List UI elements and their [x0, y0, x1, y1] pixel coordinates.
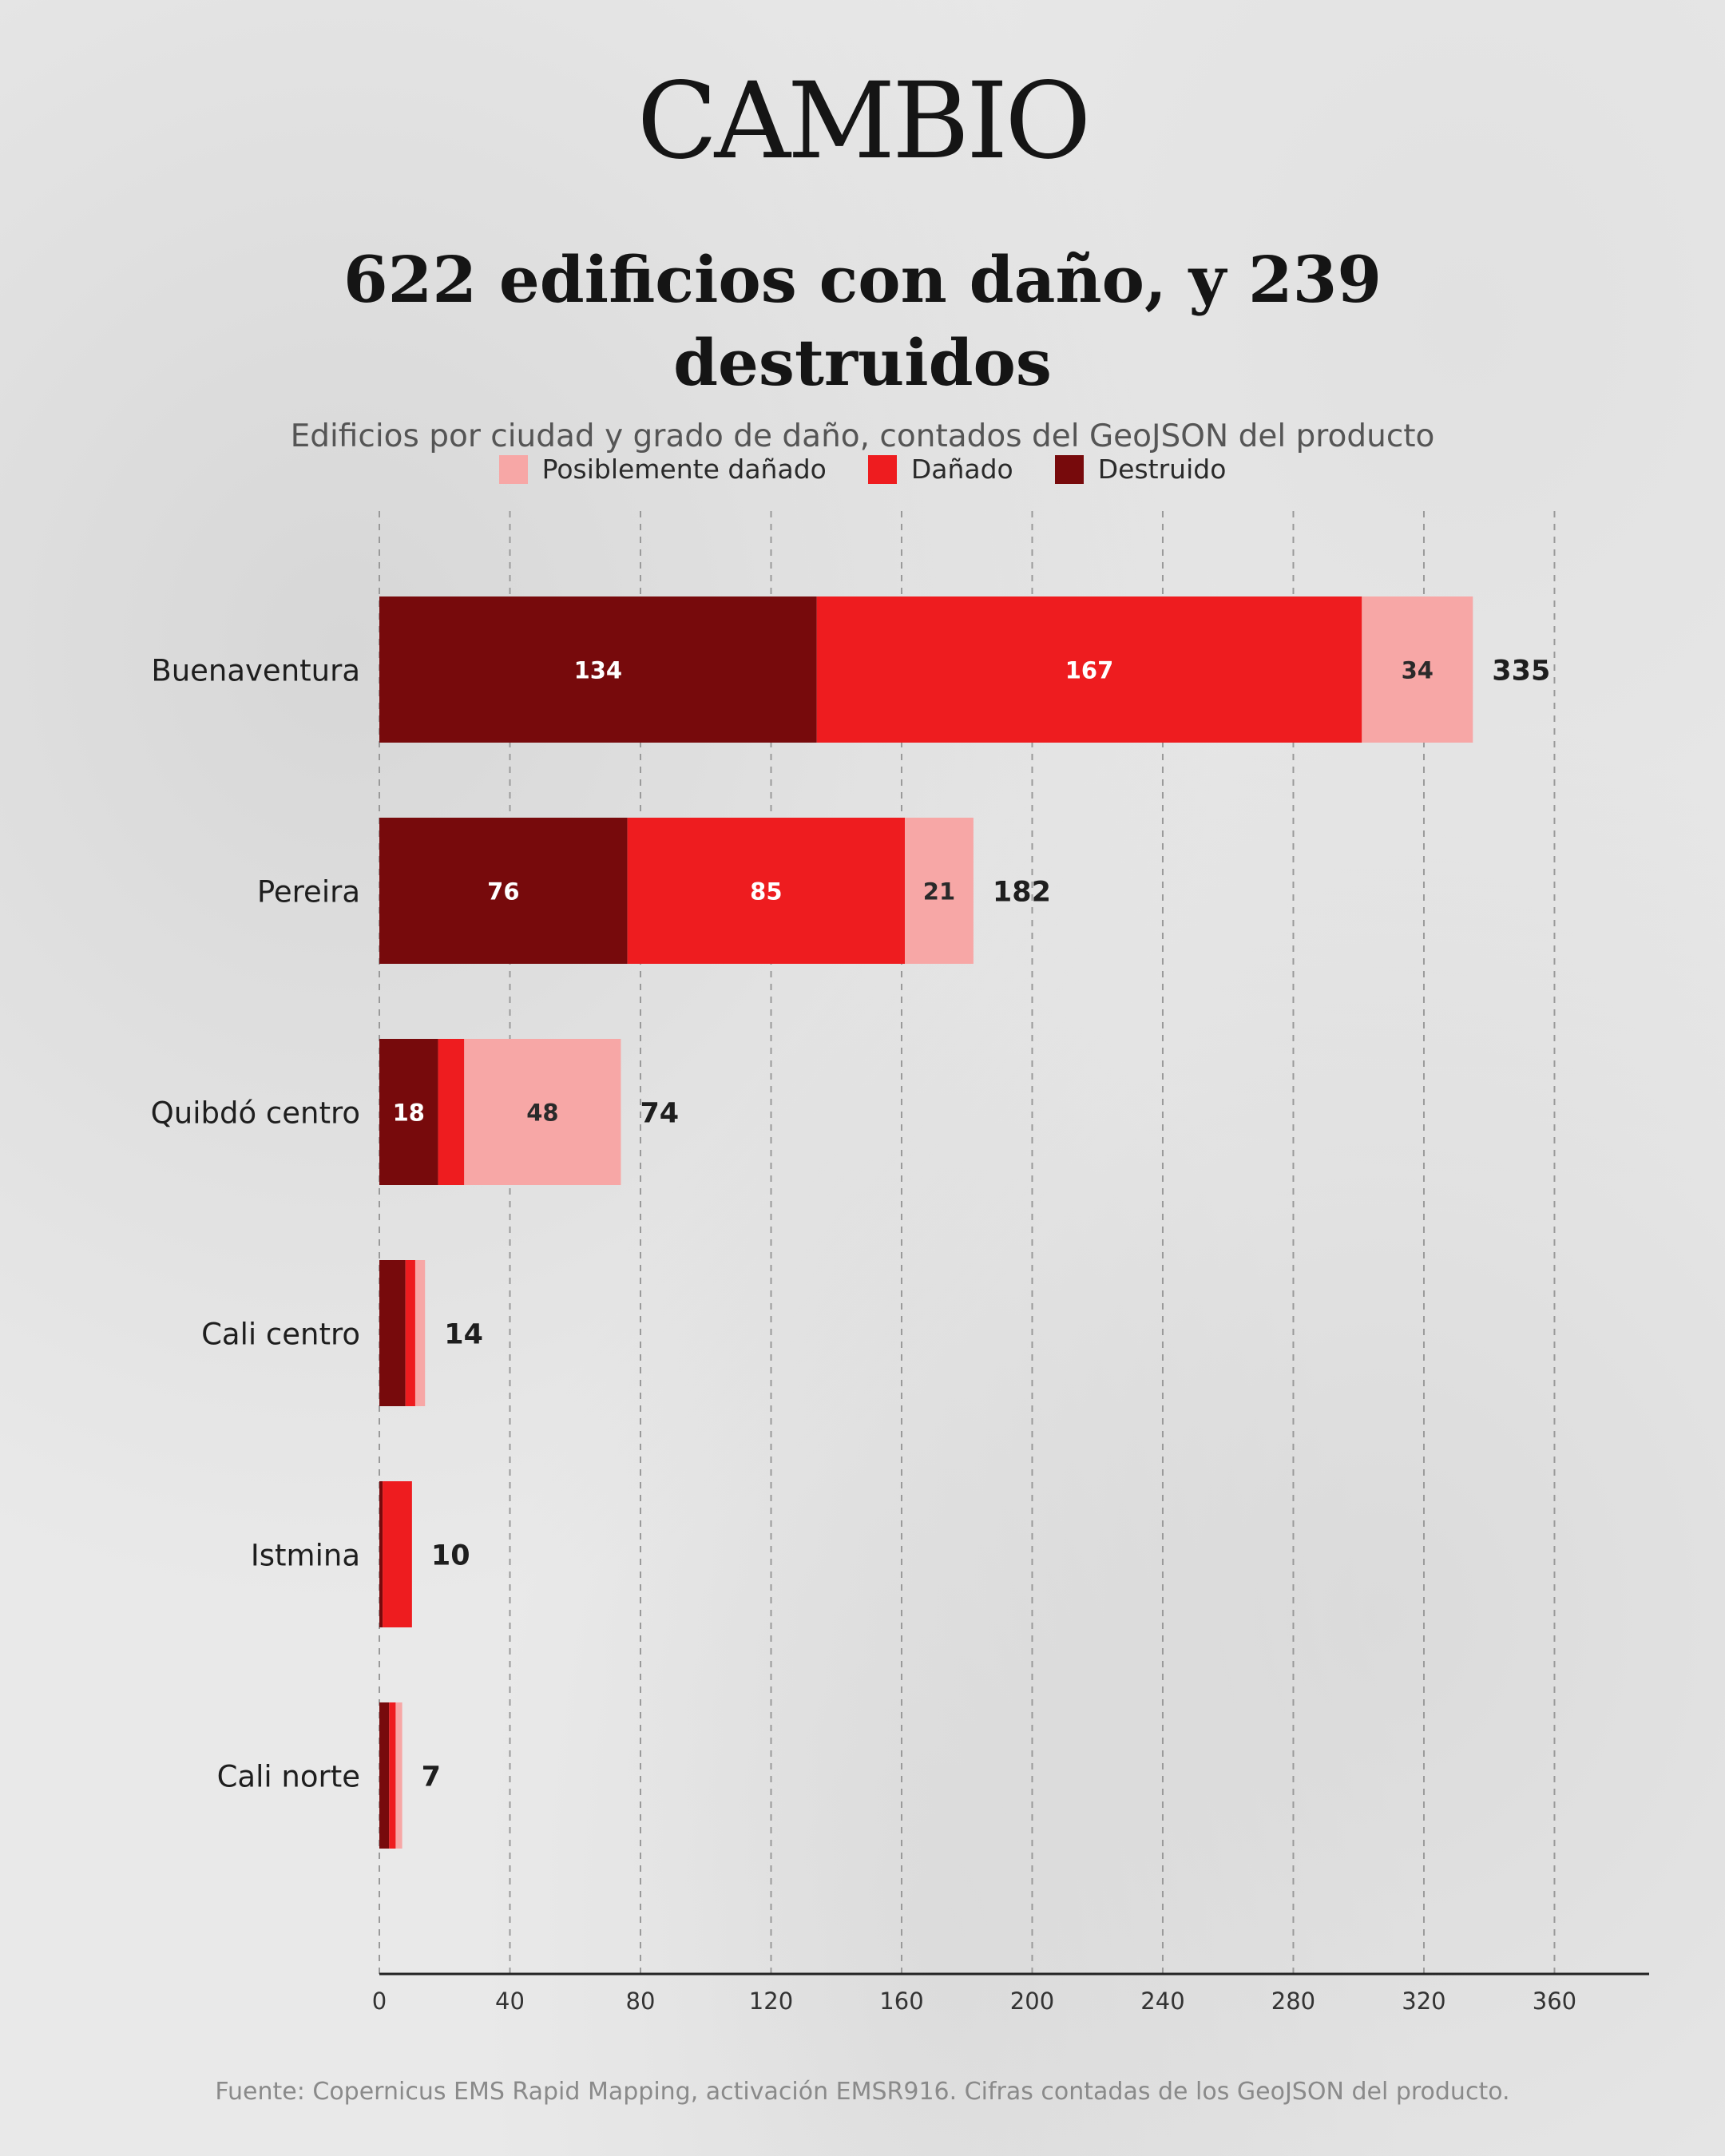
bar-posible-2 — [464, 1039, 621, 1185]
category-label-1: Pereira — [257, 875, 360, 910]
x-tick-label-8: 320 — [1402, 1988, 1445, 2015]
chart-title: 622 edificios con daño, y 239 destruidos — [343, 242, 1382, 400]
legend-label-posible: Posiblemente dañado — [541, 454, 827, 485]
bar-danado-5 — [389, 1702, 396, 1849]
chart-legend: Posiblemente dañado Dañado Destruido — [0, 454, 1725, 485]
legend-swatch-danado — [867, 455, 897, 484]
x-tick-label-4: 160 — [879, 1988, 923, 2015]
legend-swatch-destruido — [1054, 455, 1084, 484]
x-tick-label-2: 80 — [626, 1988, 656, 2015]
total-label-5: 7 — [422, 1762, 441, 1793]
total-label-4: 10 — [431, 1540, 470, 1572]
legend-label-danado: Dañado — [910, 454, 1013, 485]
category-label-2: Quibdó centro — [151, 1096, 360, 1131]
segment-label-destruido-1: 76 — [487, 878, 519, 906]
segment-label-posible-1: 21 — [923, 878, 955, 906]
segment-label-danado-1: 85 — [750, 878, 782, 906]
bar-danado-1 — [627, 818, 906, 964]
x-tick-label-5: 200 — [1010, 1988, 1054, 2015]
chart-subtitle: Edificios por ciudad y grado de daño, co… — [290, 418, 1435, 454]
legend-label-destruido: Destruido — [1097, 454, 1227, 485]
x-tick-label-1: 40 — [495, 1988, 525, 2015]
bar-destruido-5 — [379, 1702, 390, 1849]
total-label-0: 335 — [1492, 656, 1550, 688]
legend-item-posible: Posiblemente dañado — [498, 454, 827, 485]
bar-danado-4 — [383, 1481, 412, 1627]
bar-posible-3 — [414, 1260, 426, 1406]
bar-destruido-4 — [379, 1481, 383, 1627]
x-tick-label-9: 360 — [1533, 1988, 1576, 2015]
bar-posible-1 — [905, 818, 974, 964]
bar-danado-0 — [816, 596, 1362, 743]
bar-destruido-2 — [379, 1039, 438, 1185]
segment-label-destruido-2: 18 — [393, 1100, 425, 1127]
bar-danado-2 — [438, 1039, 465, 1185]
bar-posible-5 — [395, 1702, 402, 1849]
category-label-5: Cali norte — [217, 1760, 360, 1794]
legend-item-destruido: Destruido — [1054, 454, 1227, 485]
segment-label-posible-2: 48 — [526, 1100, 558, 1127]
category-label-3: Cali centro — [201, 1318, 360, 1352]
total-label-1: 182 — [993, 877, 1051, 909]
total-label-2: 74 — [640, 1098, 679, 1130]
bar-destruido-3 — [379, 1260, 406, 1406]
x-tick-label-3: 120 — [749, 1988, 793, 2015]
legend-swatch-posible — [498, 455, 528, 484]
segment-label-posible-0: 34 — [1402, 657, 1434, 684]
x-tick-label-7: 280 — [1271, 1988, 1315, 2015]
bar-danado-3 — [405, 1260, 415, 1406]
x-tick-label-6: 240 — [1140, 1988, 1184, 2015]
bar-destruido-1 — [379, 818, 628, 964]
bar-destruido-0 — [379, 596, 817, 743]
segment-label-danado-0: 167 — [1065, 657, 1114, 684]
brand-logo: CAMBIO — [636, 60, 1092, 183]
total-label-3: 14 — [444, 1319, 483, 1351]
x-tick-label-0: 0 — [372, 1988, 387, 2015]
segment-label-destruido-0: 134 — [574, 657, 623, 684]
source-note: Fuente: Copernicus EMS Rapid Mapping, ac… — [215, 2078, 1510, 2106]
category-label-0: Buenaventura — [151, 654, 360, 688]
category-label-4: Istmina — [251, 1539, 360, 1573]
bar-posible-0 — [1362, 596, 1473, 743]
legend-item-danado: Dañado — [867, 454, 1013, 485]
